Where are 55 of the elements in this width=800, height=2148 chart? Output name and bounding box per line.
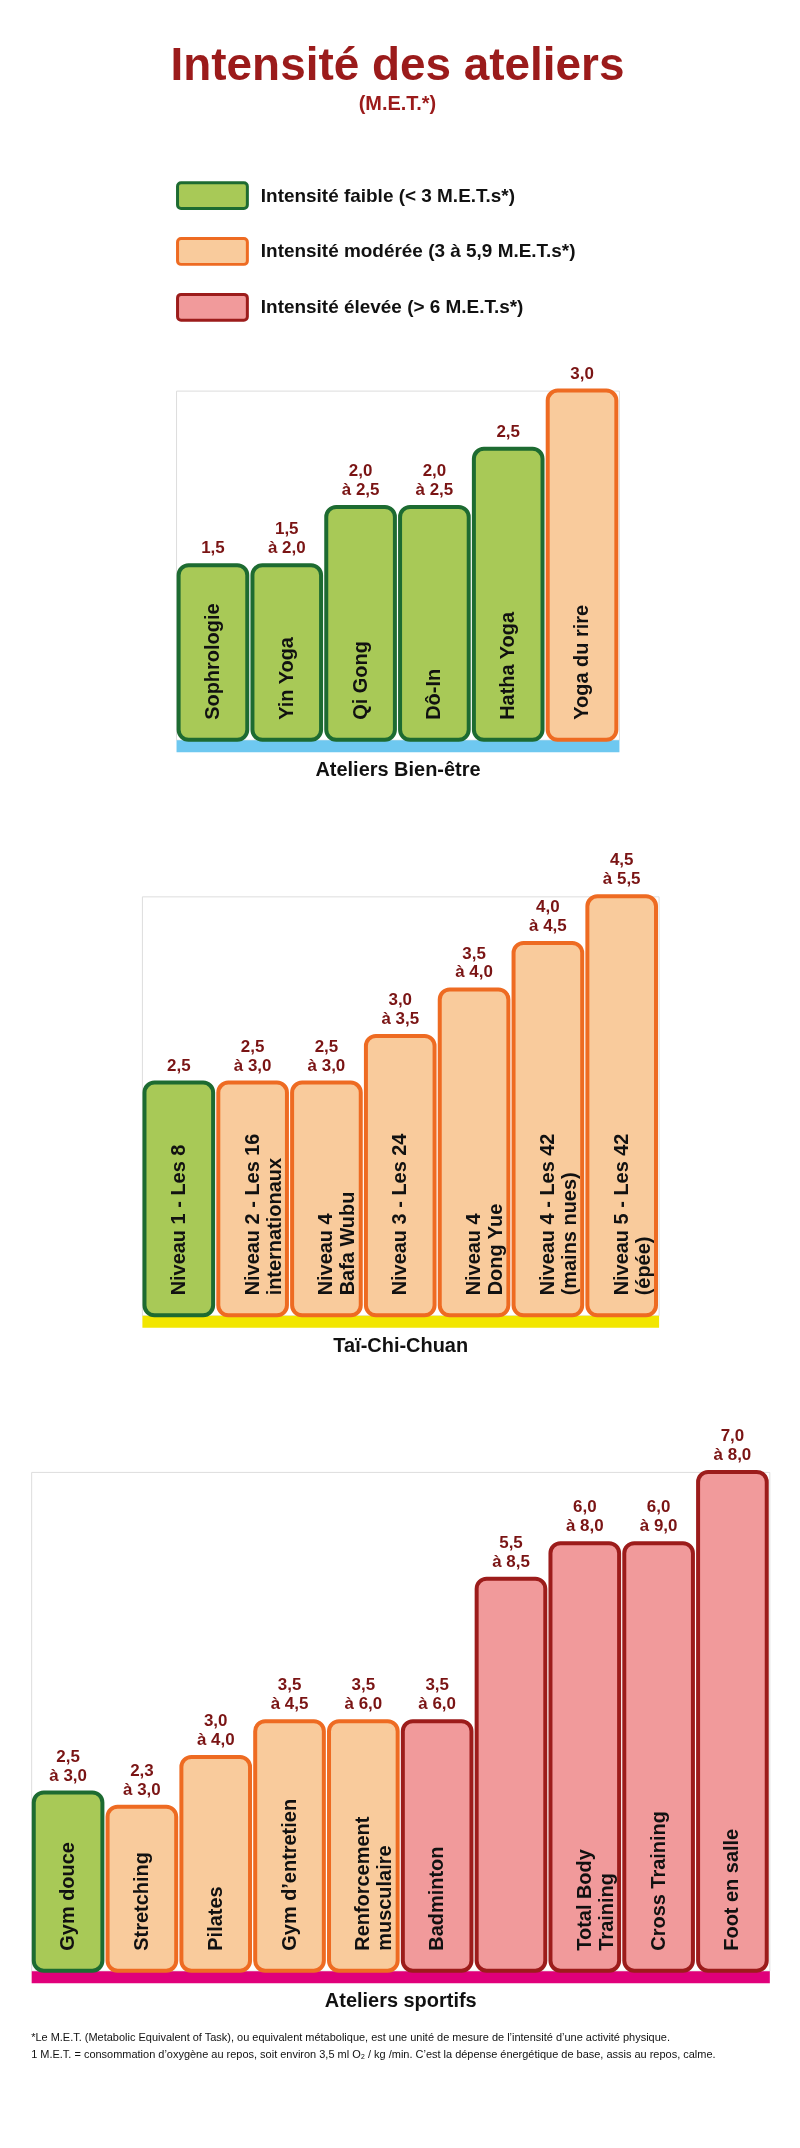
data-label: 3,5 à 4,5 [270,1675,309,1714]
x-tick-label: Cross Training [646,1811,669,1951]
data-label: 2,5 [167,1055,191,1075]
data-label: 2,5 à 3,0 [49,1746,87,1785]
x-tick-label: Badminton [425,1846,448,1951]
data-label: 4,0 à 4,5 [529,896,567,935]
x-axis-title: Ateliers sportifs [324,1989,477,2012]
data-label: 7,0 à 8,0 [713,1425,752,1464]
legend-label: Intensité faible (< 3 M.E.T.s*) [260,184,515,206]
data-label: 4,5 à 5,5 [602,850,641,889]
x-tick-label: Total Body Training [572,1849,617,1951]
x-tick-label: Dô-In [422,668,445,720]
x-tick-label: Niveau 4 - Les 42 (mains nues) [535,1133,580,1296]
legend-label: Intensité modérée (3 à 5,9 M.E.T.s*) [260,240,576,262]
data-label: 3,0 à 4,0 [196,1710,235,1749]
x-tick-label: Qi Gong [348,641,371,720]
data-label: 1,5 à 2,0 [267,519,306,558]
data-label: 3,0 [570,363,594,383]
data-label: 2,5 à 3,0 [233,1036,272,1075]
x-tick-label: Pilates [203,1886,226,1951]
data-label: 3,5 à 6,0 [418,1675,456,1714]
x-tick-label: Niveau 5 - Les 42 (épée) [609,1133,654,1296]
chart-subtitle: (M.E.T.*) [358,92,437,115]
x-tick-label: Niveau 4 Bafa Wubu [314,1191,359,1296]
x-tick-label: Stretching [129,1852,152,1951]
data-label: 1,5 [201,538,225,558]
data-label: 3,0 à 3,5 [381,990,420,1029]
data-label: 2,0 à 2,5 [415,461,454,500]
data-label: 3,5 à 4,0 [455,943,493,982]
x-tick-label: Niveau 1 - Les 8 [166,1144,189,1296]
x-tick-label: Sophrologie [200,603,223,720]
data-label: 5,5 à 8,5 [492,1532,530,1571]
chart-title: Intensité des ateliers [170,38,625,91]
data-label: 3,5 à 6,0 [344,1675,383,1714]
x-tick-label: Gym douce [56,1842,79,1951]
data-label: 2,3 à 3,0 [123,1760,161,1799]
data-label: 2,5 à 3,0 [307,1036,346,1075]
x-tick-label: Niveau 3 - Les 24 [388,1133,411,1296]
x-tick-label: Niveau 4 Dong Yue [462,1203,506,1296]
x-tick-label: Yin Yoga [274,636,297,720]
data-label: 6,0 à 9,0 [639,1497,678,1536]
data-label: 2,5 [496,421,520,441]
legend-label: Intensité élevée (> 6 M.E.T.s*) [260,296,524,318]
x-tick-label: Gym d’entretien [277,1798,300,1951]
x-tick-label: Foot en salle [720,1828,743,1951]
data-label: 6,0 à 8,0 [565,1497,604,1536]
x-axis-title: Ateliers Bien-être [315,758,481,781]
text: 1 M.E.T. = consommation d’oxygène au repos, soit environ 3,5 ml O₂ / kg /min. C’est la dépense énergétique de base, assis au repos, calme. [31,2048,716,2061]
x-axis-title: Taï-Chi-Chuan [333,1333,469,1356]
x-tick-label: Renforcement musculaire [351,1816,396,1951]
x-tick-label: Niveau 2 - Les 16 internationaux [240,1133,285,1296]
x-tick-label: Hatha Yoga [496,611,519,720]
x-tick-label: Yoga du rire [570,604,593,720]
text: *Le M.E.T. (Metabolic Equivalent of Task), ou equivalent métabolique, est une unité de mesure de l’intensité d’une activité physique. [31,2031,670,2044]
data-label: 2,0 à 2,5 [341,461,380,500]
